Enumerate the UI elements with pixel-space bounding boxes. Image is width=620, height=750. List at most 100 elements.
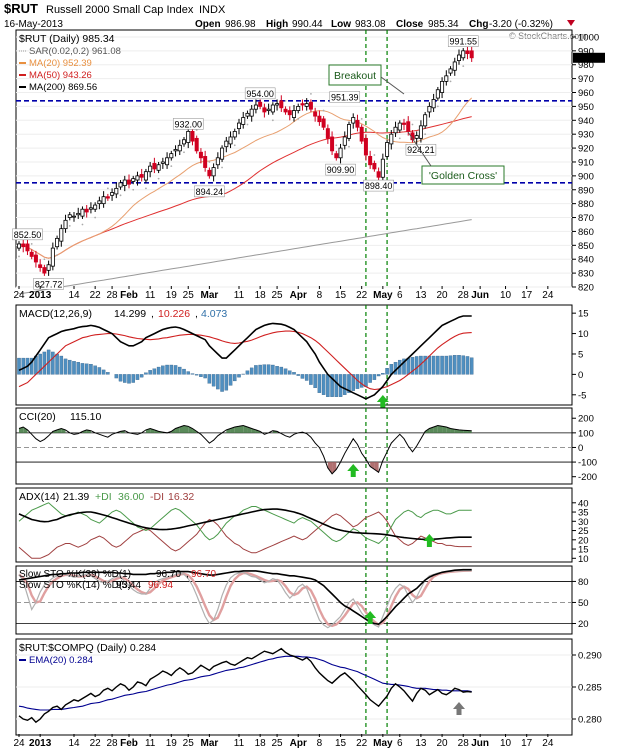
candle-body [38, 264, 43, 268]
ratio-x-label: 14 [68, 738, 80, 749]
price-x-label: 13 [415, 290, 427, 301]
sto39-k-value: 96.70 [156, 569, 181, 580]
sto14-d-value: 96.94 [148, 580, 173, 591]
adx-title: ADX(14) [19, 491, 59, 503]
price-y-tick-label: 870 [578, 213, 594, 224]
cci-overbought-fill [243, 425, 248, 433]
candle-body [169, 153, 174, 159]
candle-body [397, 122, 402, 131]
sar-dot [462, 65, 465, 68]
candle-body [291, 110, 296, 118]
price-x-label: 15 [335, 290, 347, 301]
sar-dot [56, 254, 58, 256]
price-y-tick-label: 910 [578, 157, 594, 168]
price-annotation: 954.00 [246, 89, 274, 99]
adx-y-tick-label: 40 [578, 498, 589, 509]
ratio-x-label: 19 [166, 738, 178, 749]
macd-histogram-bar [21, 357, 25, 375]
macd-histogram-bar [414, 356, 419, 375]
sto39-k-line [18, 568, 472, 626]
macd-title: MACD(12,26,9) [19, 308, 92, 320]
header-close: 985.34 [428, 19, 459, 30]
candle-body [351, 117, 356, 124]
macd-histogram-bar [440, 355, 444, 375]
price-annotation: 951.39 [331, 92, 359, 102]
macd-histogram-bar [29, 357, 34, 375]
macd-histogram-bar [351, 374, 355, 391]
candle-body [368, 156, 373, 166]
candle-body [406, 121, 411, 132]
cci-y-tick-label: -100 [578, 458, 597, 469]
candle-body [84, 208, 89, 213]
ratio-x-label: 2013 [29, 738, 52, 749]
candle-body [342, 136, 347, 146]
price-annotation-box [363, 179, 394, 192]
macd-histogram-bar [144, 372, 148, 375]
sar-dot [436, 105, 439, 108]
macd-histogram-bar [321, 374, 326, 395]
price-x-label: 25 [183, 290, 195, 301]
candle-body [359, 126, 364, 142]
macd-histogram-bar [453, 355, 457, 375]
ma50-line [18, 116, 472, 259]
macd-histogram-bar [169, 364, 174, 375]
candle-body [279, 100, 284, 109]
macd-histogram-bar [207, 374, 212, 384]
price-x-label: 25 [272, 290, 284, 301]
candle-body [211, 167, 216, 177]
macd-histogram-bar [376, 374, 381, 377]
price-x-label: Jun [471, 290, 489, 301]
sto39-d-value: 96.70 [191, 569, 216, 580]
candle-body [258, 101, 263, 107]
macd-histogram-bar [106, 372, 110, 375]
candle-body [423, 114, 428, 127]
candle-body [76, 212, 81, 216]
macd-histogram-bar [359, 374, 364, 388]
candle-body [427, 106, 432, 113]
plus-di-label: +DI [95, 491, 112, 503]
macd-histogram-bar [123, 374, 127, 383]
candle-body [93, 204, 98, 210]
adx-y-tick-label: 35 [578, 508, 589, 519]
sar-dot [411, 123, 414, 126]
macd-histogram-bar [427, 355, 432, 375]
macd-histogram-bar [186, 371, 190, 375]
price-x-label: 28 [458, 290, 470, 301]
price-y-tick-label: 930 [578, 130, 594, 141]
ratio-x-label: 22 [356, 738, 368, 749]
minus-di-line [18, 511, 472, 559]
sto14-k-value: 95.44 [116, 580, 141, 591]
price-annotation-box [325, 163, 356, 176]
ratio-x-label: 17 [521, 738, 533, 749]
macd-histogram-bar [228, 374, 233, 386]
sto-title-2: Slow STO %K(14) %D(3) [19, 580, 131, 591]
candle-body [355, 119, 360, 128]
macd-histogram-bar [266, 364, 271, 375]
macd-histogram-bar [118, 374, 123, 382]
macd-histogram-bar [68, 359, 72, 375]
macd-histogram-bar [51, 351, 55, 375]
cci-overbought-fill [433, 425, 438, 433]
candle-body [55, 237, 60, 248]
candle-body [448, 68, 453, 74]
candle-body [63, 219, 68, 230]
ratio-x-label: May [373, 738, 393, 749]
candle-body [80, 208, 85, 217]
price-x-label: 6 [397, 290, 403, 301]
price-y-tick-label: 890 [578, 185, 594, 196]
sar-dot [246, 123, 249, 126]
macd-histogram-bar [237, 374, 241, 378]
macd-histogram-bar [423, 355, 427, 375]
ratio-x-label: 11 [145, 738, 156, 749]
cci-overbought-fill [450, 428, 455, 433]
candle-body [177, 144, 182, 152]
cci-panel-frame [15, 407, 573, 485]
macd-histogram-bar [372, 374, 377, 380]
sar-dot [94, 216, 97, 219]
candle-body [241, 117, 246, 125]
sto-y-tick-label: 80 [578, 577, 589, 588]
price-y-tick-label: 970 [578, 74, 594, 85]
plus-di-value: 36.00 [118, 491, 144, 503]
price-x-label: May [373, 290, 393, 301]
candle-body [401, 122, 406, 125]
